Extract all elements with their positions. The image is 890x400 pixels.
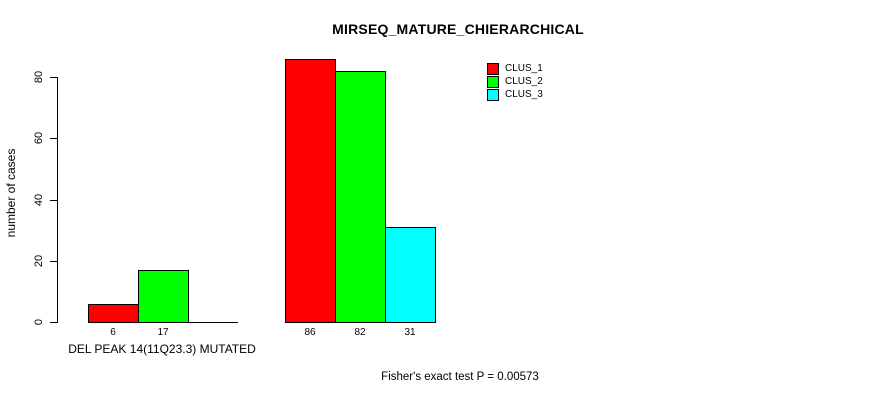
bar-value-label: 17 [157, 327, 169, 338]
x-axis-group-label: DEL PEAK 14(11Q23.3) MUTATED [68, 342, 256, 356]
bar-clus_2 [335, 71, 386, 323]
y-tick-mark [50, 261, 57, 262]
y-tick-label: 0 [33, 318, 45, 326]
y-axis-label: number of cases [4, 148, 18, 238]
legend: CLUS_1 CLUS_2 CLUS_3 [487, 62, 543, 101]
legend-row: CLUS_2 [487, 75, 543, 88]
legend-label: CLUS_3 [505, 89, 543, 100]
bar-clus_2 [138, 270, 189, 323]
y-tick-label: 20 [33, 254, 45, 268]
bar-value-label: 82 [354, 327, 366, 338]
legend-swatch-icon [487, 62, 499, 75]
y-tick-label: 60 [33, 131, 45, 145]
bar-clus_1 [88, 304, 139, 323]
y-tick-label: 80 [33, 70, 45, 84]
legend-row: CLUS_3 [487, 88, 543, 101]
y-tick-mark [50, 77, 57, 78]
bar-clus_1 [285, 59, 336, 323]
bar-value-label: 6 [110, 327, 116, 338]
chart-title: MIRSEQ_MATURE_CHIERARCHICAL [332, 21, 584, 37]
y-tick-mark [50, 138, 57, 139]
legend-swatch-icon [487, 75, 499, 88]
y-tick-mark [50, 322, 57, 323]
bar-value-label: 31 [404, 327, 416, 338]
legend-label: CLUS_1 [505, 63, 543, 74]
legend-swatch-icon [487, 88, 499, 101]
legend-row: CLUS_1 [487, 62, 543, 75]
y-tick-label: 40 [33, 193, 45, 207]
legend-label: CLUS_2 [505, 76, 543, 87]
y-tick-mark [50, 200, 57, 201]
bar-value-label: 86 [304, 327, 316, 338]
bar-clus_3 [385, 227, 436, 323]
y-axis-line [57, 77, 58, 323]
fisher-test-annotation: Fisher's exact test P = 0.00573 [381, 371, 539, 383]
